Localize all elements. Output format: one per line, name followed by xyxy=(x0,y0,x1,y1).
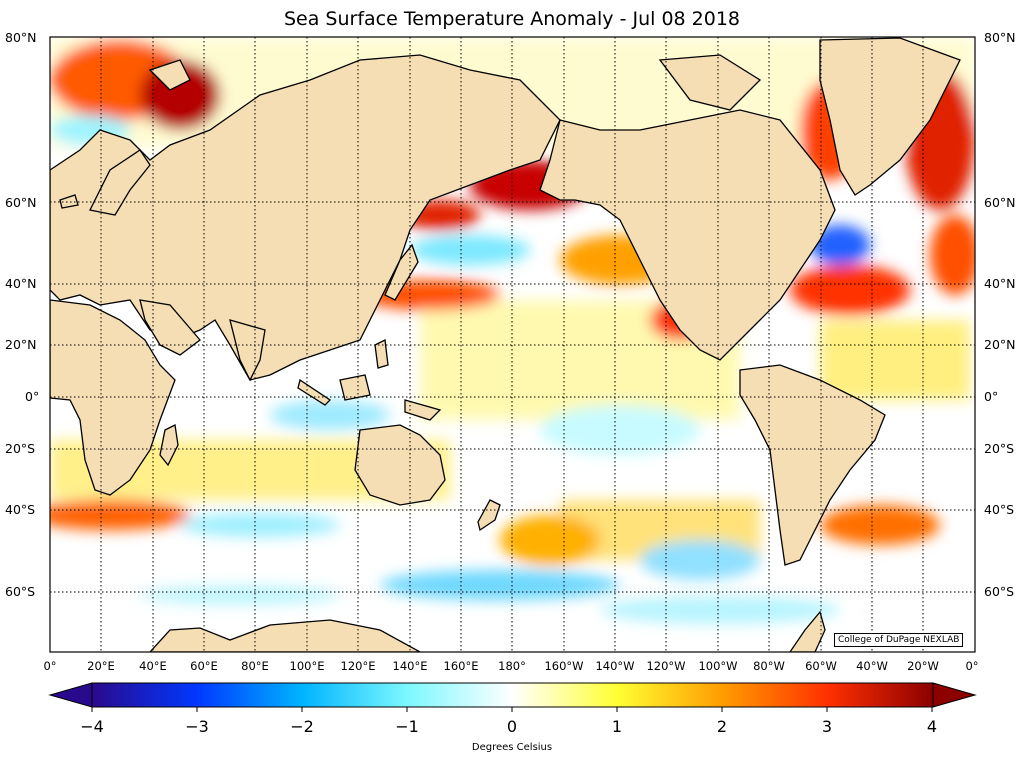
lat-label-left: 60°N xyxy=(5,195,37,210)
lon-label: 120°W xyxy=(646,659,686,673)
lon-label: 60°E xyxy=(190,659,218,673)
colorbar-tick-label: −3 xyxy=(185,717,209,736)
lon-label: 160°E xyxy=(443,659,479,673)
credit-label: College of DuPage NEXLAB xyxy=(834,633,964,647)
madagascar xyxy=(159,424,179,467)
colorbar-tick-label: −1 xyxy=(395,717,419,736)
greenland xyxy=(819,37,961,196)
new-guinea xyxy=(404,399,442,421)
colorbar-tick-label: 4 xyxy=(926,717,938,736)
arabia xyxy=(139,299,201,356)
lat-label-right: 80°N xyxy=(984,30,1016,45)
lon-label: 100°E xyxy=(289,659,325,673)
lat-label-left: 40°N xyxy=(5,276,37,291)
sumatra xyxy=(297,378,332,406)
new-zealand xyxy=(477,499,501,532)
lat-label-left: 80°N xyxy=(5,30,37,45)
lat-label-right: 20°S xyxy=(984,441,1015,456)
antarctica xyxy=(149,619,421,652)
lat-label-right: 20°N xyxy=(984,337,1016,352)
colorbar-tick-label: 3 xyxy=(821,717,833,736)
svalbard xyxy=(148,59,191,91)
iceland xyxy=(59,194,79,209)
lat-label-left: 20°S xyxy=(5,441,36,456)
lat-label-right: 40°S xyxy=(984,502,1015,517)
map-frame xyxy=(49,36,976,653)
lon-label: 0° xyxy=(43,659,57,673)
lon-label: 0° xyxy=(965,659,979,673)
japan xyxy=(384,243,419,301)
land-masses xyxy=(50,37,961,652)
philippines xyxy=(374,339,389,369)
lon-label: 40°W xyxy=(856,659,888,673)
lon-label: 20°W xyxy=(907,659,939,673)
colorbar-tick-label: 1 xyxy=(611,717,623,736)
map-title: Sea Surface Temperature Anomaly - Jul 08… xyxy=(283,8,741,30)
graticule xyxy=(50,37,975,652)
lon-label: 20°E xyxy=(87,659,115,673)
lon-label: 120°E xyxy=(340,659,376,673)
lat-label-right: 60°N xyxy=(984,195,1016,210)
north-america xyxy=(539,109,836,361)
colorbar-label: Degrees Celsius xyxy=(471,742,553,753)
lon-label: 140°W xyxy=(595,659,635,673)
south-america xyxy=(739,364,886,566)
lon-label: 160°W xyxy=(544,659,584,673)
lat-label-right: 0° xyxy=(984,389,999,404)
lat-label-right: 40°N xyxy=(984,276,1016,291)
scandinavia xyxy=(89,149,151,216)
colorbar-tick-label: 2 xyxy=(716,717,728,736)
lon-label: 60°W xyxy=(805,659,837,673)
colorbar-tick-label: −4 xyxy=(80,717,104,736)
colorbar xyxy=(48,682,977,712)
africa xyxy=(50,299,176,496)
colorbar-tick-label: −2 xyxy=(290,717,314,736)
lat-label-left: 60°S xyxy=(5,584,36,599)
lon-label: 80°E xyxy=(241,659,269,673)
lon-label: 40°E xyxy=(139,659,167,673)
lat-label-right: 60°S xyxy=(984,584,1015,599)
lon-label: 80°W xyxy=(753,659,785,673)
lat-label-left: 40°S xyxy=(5,502,36,517)
borneo xyxy=(339,374,371,401)
colorbar-tick-label: 0 xyxy=(506,717,518,736)
canadian-arctic-islands xyxy=(658,54,762,111)
lat-label-left: 0° xyxy=(25,389,40,404)
antarctic-peninsula xyxy=(789,610,826,652)
lon-label: 180° xyxy=(498,659,526,673)
lon-label: 140°E xyxy=(392,659,428,673)
lat-label-left: 20°N xyxy=(5,337,37,352)
lon-label: 100°W xyxy=(698,659,738,673)
